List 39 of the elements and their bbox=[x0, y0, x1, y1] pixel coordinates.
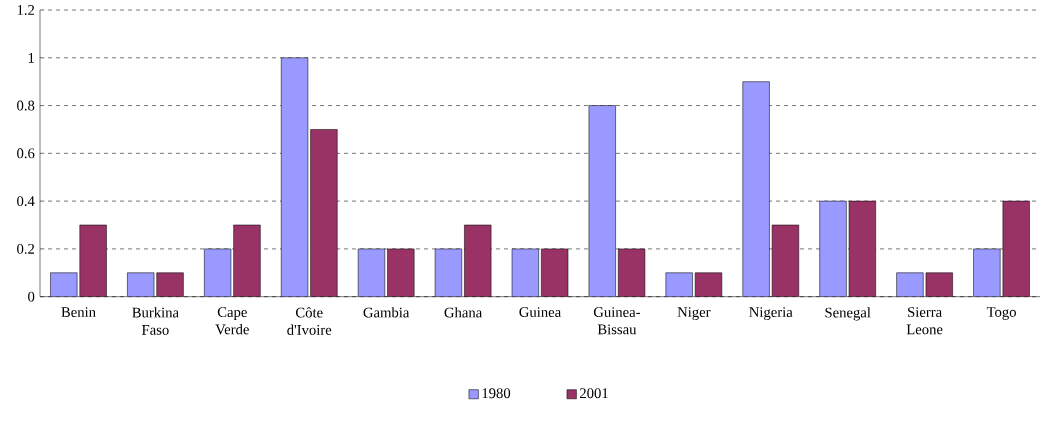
bar bbox=[435, 248, 462, 297]
bar bbox=[512, 248, 539, 297]
y-tick-label: 1 bbox=[28, 52, 34, 63]
bar bbox=[694, 272, 723, 297]
bar bbox=[358, 248, 385, 297]
x-tick-label: Benin bbox=[61, 307, 96, 318]
x-tick-label: Gambia bbox=[363, 307, 410, 318]
bar bbox=[127, 272, 155, 297]
y-tick-label: 0.2 bbox=[17, 243, 35, 254]
x-tick-label: Côte d'Ivoire bbox=[287, 307, 332, 335]
y-tick-label: 0.6 bbox=[17, 148, 35, 159]
bar bbox=[819, 201, 847, 297]
x-tick-label: Togo bbox=[986, 307, 1016, 320]
bar bbox=[281, 57, 308, 297]
legend-label: 2001 bbox=[580, 388, 608, 399]
x-tick-label: Cape Verde bbox=[215, 307, 249, 335]
y-tick-label: 0.8 bbox=[17, 100, 35, 111]
x-tick-label: Sierra Leone bbox=[906, 307, 943, 335]
x-tick-label: Guinea-Bissau bbox=[593, 307, 641, 335]
x-tick-label: Burkina Faso bbox=[132, 307, 179, 335]
bar bbox=[541, 248, 569, 297]
bar bbox=[742, 81, 770, 297]
bar bbox=[896, 272, 924, 297]
x-tick-label: Ghana bbox=[444, 307, 483, 318]
bar bbox=[387, 248, 415, 297]
x-tick-label: Nigeria bbox=[749, 307, 793, 321]
x-tick-label: Senegal bbox=[825, 307, 871, 321]
bar bbox=[665, 272, 693, 297]
x-tick-label: Niger bbox=[677, 307, 711, 321]
bar bbox=[204, 248, 231, 297]
legend-label: 1980 bbox=[482, 388, 511, 399]
y-tick-label: 0.4 bbox=[17, 196, 35, 207]
y-tick-label: 1.2 bbox=[17, 5, 35, 15]
bar bbox=[973, 248, 1001, 297]
bar bbox=[464, 224, 492, 297]
x-tick-label: Guinea bbox=[519, 307, 561, 318]
y-tick-label: 0 bbox=[28, 291, 35, 302]
bar bbox=[588, 105, 616, 297]
bar bbox=[50, 272, 78, 297]
